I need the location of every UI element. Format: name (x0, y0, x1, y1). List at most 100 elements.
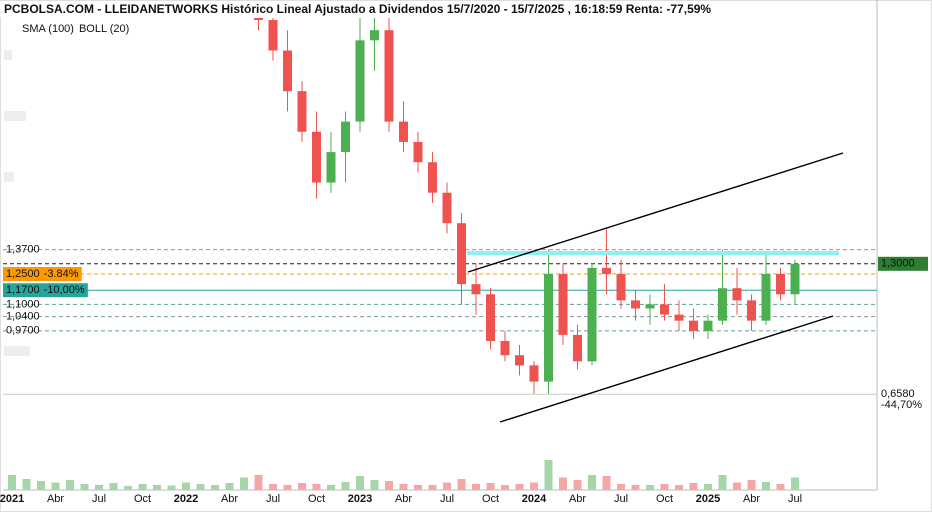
x-tick-label: Oct (656, 493, 673, 505)
legend: SMA (100) BOLL (20) (22, 23, 129, 35)
candle-body (660, 304, 669, 315)
volume-bar (399, 484, 408, 490)
volume-bar (689, 483, 698, 490)
volume-bar (240, 477, 248, 490)
x-tick-label: 2025 (696, 493, 720, 505)
levels (3, 249, 877, 395)
legend-entry: BOLL (20) (79, 23, 129, 35)
volume-bar (747, 480, 756, 490)
volume-bar (225, 483, 234, 490)
x-tick-label: Abr (569, 493, 586, 505)
volume-bar (80, 484, 89, 490)
volume-bar (22, 479, 31, 490)
x-tick-label: Abr (47, 493, 64, 505)
x-tick-label: Jul (788, 493, 802, 505)
volume-bar (718, 475, 727, 490)
volume-bar (704, 484, 712, 490)
volume-bar (211, 485, 219, 490)
volume-bar (356, 476, 364, 490)
candle-body (790, 263, 800, 295)
volume-bar (733, 482, 741, 490)
volume-bar (501, 485, 509, 490)
x-tick-label: 2022 (174, 493, 198, 505)
level-label: 1,2500 -3.84% (3, 266, 82, 281)
candle-body (370, 30, 379, 41)
volume-bar (791, 477, 799, 490)
candle-body (471, 284, 481, 295)
x-tick-label: Oct (308, 493, 325, 505)
volume-bar (559, 477, 567, 490)
level-label-text: 1,2500 (6, 268, 40, 280)
x-tick-label: Abr (395, 493, 412, 505)
candles (254, 18, 800, 394)
candle-body (587, 267, 597, 362)
volume-bar (298, 483, 306, 490)
volume-bar (631, 485, 640, 490)
volume-bar (472, 484, 480, 490)
level-label-bg (3, 283, 88, 298)
candle-body (573, 334, 582, 362)
candle-body (558, 273, 568, 335)
volume-bar (269, 484, 277, 490)
level-label-text: 0,9700 (6, 325, 40, 337)
volume-bar (341, 482, 350, 490)
volume-bar (95, 485, 103, 490)
volume-bar (675, 485, 683, 490)
volume-bar (196, 484, 205, 490)
volume-bar (327, 485, 335, 490)
volume-bar (370, 480, 379, 490)
volume-bar (283, 485, 292, 490)
candle-body (413, 141, 423, 163)
volume-bar (414, 485, 422, 490)
candle-body (689, 320, 698, 331)
volume-bar (66, 480, 74, 490)
volume-bar (530, 482, 538, 490)
candle-body (399, 121, 408, 142)
level-label: 1,3000 (878, 256, 928, 271)
candle-body (747, 300, 756, 321)
volume-bar (153, 485, 161, 490)
candle-body (341, 121, 350, 153)
x-tick-label: 2023 (348, 493, 372, 505)
candle-body (486, 294, 495, 341)
volume-bar (124, 486, 132, 490)
volume-bar (617, 484, 625, 490)
level-label: 1,3700 (6, 243, 40, 255)
candle-body (268, 20, 278, 51)
x-tick-label: Oct (134, 493, 151, 505)
x-tick-label: Jul (92, 493, 106, 505)
channel-lower (499, 315, 834, 423)
candle-body (457, 223, 466, 285)
level-change: -3.84% (44, 268, 79, 280)
candle-body (776, 273, 785, 295)
x-tick-label: 2021 (0, 493, 24, 505)
volume-bar (109, 483, 118, 490)
level-label-text: 1,3000 (881, 258, 915, 270)
volume-bar (182, 482, 190, 490)
level-label-bg (3, 266, 82, 281)
volume-bar (646, 485, 654, 490)
candle-body (529, 365, 539, 382)
x-tick-label: 2024 (522, 493, 547, 505)
candle-body (355, 40, 365, 122)
volume-bar (8, 475, 16, 490)
volume-bar (443, 482, 451, 490)
volume-bar (515, 484, 524, 490)
level-label: 0,6580-44,70% (881, 388, 922, 411)
level-label-text: 1,3700 (6, 243, 40, 255)
level-change: -44,70% (881, 399, 922, 411)
chart-title: PCBOLSA.COM - LLEIDANETWORKS Histórico L… (4, 2, 711, 16)
volume-bar (167, 485, 176, 490)
level-label-text: 1,1000 (6, 298, 40, 310)
level-label-text: 1,0400 (6, 311, 40, 323)
level-label: 1,0400 (6, 311, 40, 323)
channel-upper (467, 152, 844, 273)
candle-body (631, 300, 640, 309)
drawings (467, 152, 844, 423)
level-label-bg (878, 256, 928, 271)
x-tick-label: Jul (440, 493, 454, 505)
candle-body (645, 304, 655, 309)
volume-bar (138, 484, 147, 490)
